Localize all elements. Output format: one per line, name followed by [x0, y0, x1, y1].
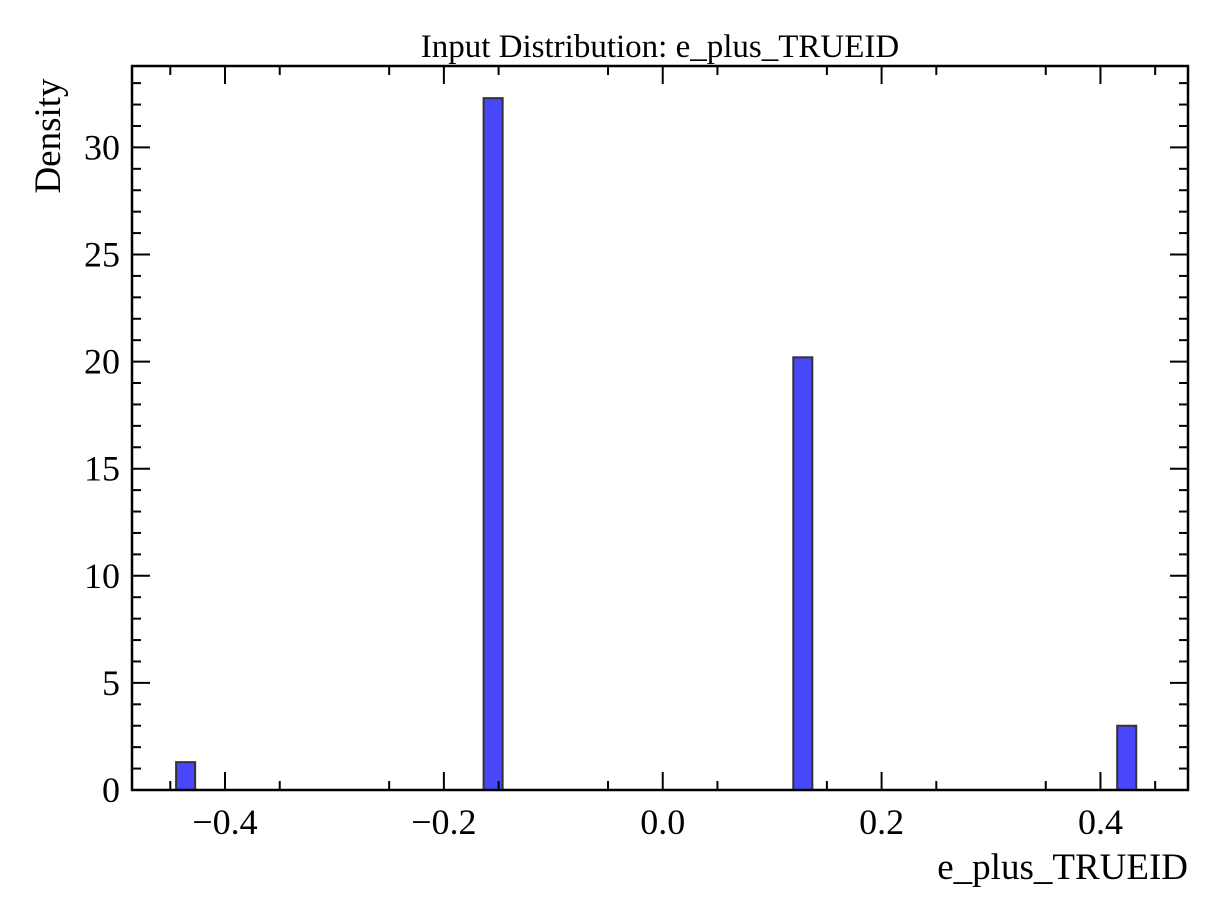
x-tick-label: −0.2: [411, 802, 476, 842]
y-tick-label: 15: [84, 449, 120, 489]
x-tick-label: 0.4: [1078, 802, 1123, 842]
y-tick-label: 20: [84, 342, 120, 382]
bars-layer: [175, 97, 1138, 792]
tick-labels-layer: −0.4 −0.2 0.0 0.2 0.4 0 5 10 15 20 25 30: [84, 127, 1123, 842]
histogram-bar: [1116, 724, 1138, 791]
ticks-layer: [132, 66, 1188, 791]
y-tick-label: 0: [102, 770, 120, 810]
histogram-bar: [482, 97, 504, 791]
histogram-bar: [792, 356, 814, 791]
plot-frame: [130, 64, 1190, 792]
y-tick-label: 10: [84, 556, 120, 596]
y-tick-label: 5: [102, 663, 120, 703]
x-tick-label: 0.2: [859, 802, 904, 842]
x-axis-title: e_plus_TRUEID: [937, 847, 1188, 888]
histogram-bar: [175, 761, 197, 792]
x-tick-label: −0.4: [192, 802, 257, 842]
y-tick-label: 30: [84, 127, 120, 167]
chart-title: Input Distribution: e_plus_TRUEID: [421, 29, 899, 65]
y-tick-label: 25: [84, 234, 120, 274]
x-tick-label: 0.0: [640, 802, 685, 842]
y-axis-title: Density: [28, 78, 69, 194]
